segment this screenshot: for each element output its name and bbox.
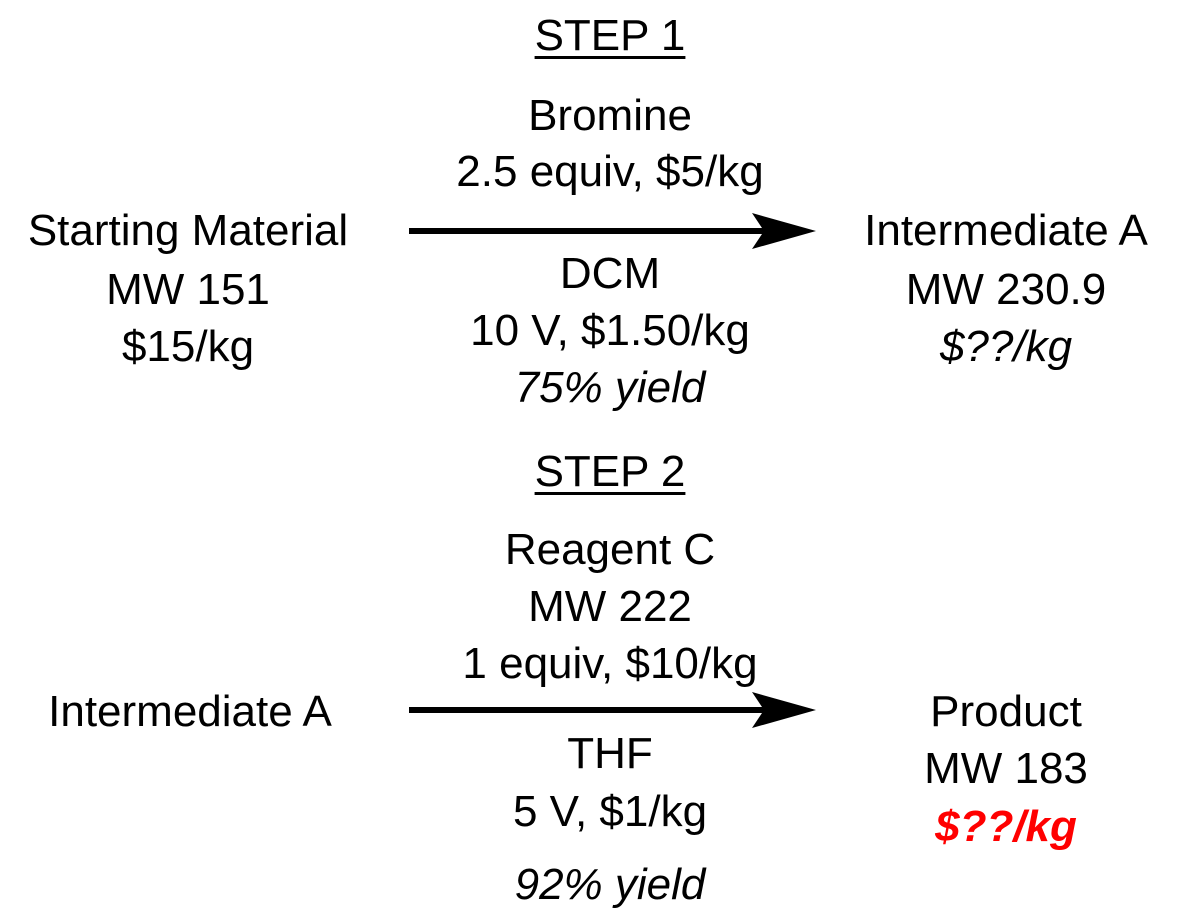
step1-solvent-detail: 10 V, $1.50/kg — [470, 306, 750, 355]
step2-reagent-name: Reagent C — [504, 525, 716, 574]
step2-end-price: $??/kg — [935, 802, 1077, 851]
step1-solvent-name: DCM — [559, 249, 661, 298]
step1-start-name: Starting Material — [27, 206, 349, 255]
step2-end-mw: MW 183 — [924, 744, 1088, 793]
step2-heading: STEP 2 — [534, 447, 686, 496]
step2-start-name: Intermediate A — [48, 687, 332, 736]
step2-reagent-detail: 1 equiv, $10/kg — [462, 639, 758, 688]
step2-reagent-mw: MW 222 — [528, 582, 692, 631]
step2-yield: 92% yield — [514, 860, 706, 909]
step2-solvent-detail: 5 V, $1/kg — [512, 787, 708, 836]
step1-yield: 75% yield — [514, 363, 706, 412]
step2-solvent-name: THF — [567, 729, 653, 778]
step1-start-mw: MW 151 — [106, 265, 270, 314]
step2-end-name: Product — [930, 687, 1082, 736]
step1-heading: STEP 1 — [534, 11, 686, 60]
step1-end-name: Intermediate A — [864, 206, 1148, 255]
step1-end-price: $??/kg — [939, 322, 1073, 371]
step1-end-mw: MW 230.9 — [905, 265, 1107, 314]
step1-reagent-name: Bromine — [528, 91, 692, 140]
step1-reagent-detail: 2.5 equiv, $5/kg — [456, 147, 764, 196]
step1-start-price: $15/kg — [121, 322, 255, 371]
